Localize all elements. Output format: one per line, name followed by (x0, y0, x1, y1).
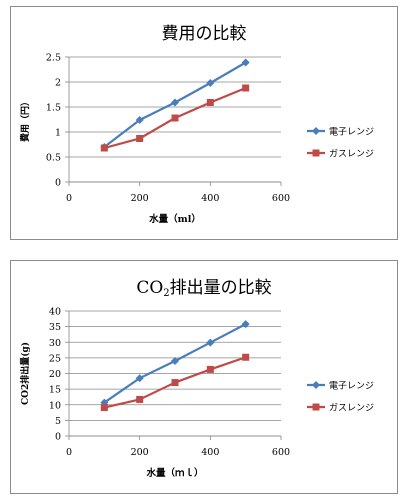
x-tick-label: 400 (201, 193, 219, 204)
y-tick-label: 2 (55, 78, 61, 89)
data-point-diamond (135, 374, 144, 383)
x-axis-title: 水量（ml） (149, 213, 201, 225)
data-point-square (136, 395, 144, 403)
y-tick-label: 35 (49, 322, 61, 333)
cost-chart-svg: 費用の比較 0 0.5 1 1.5 2 2.5 0 200 400 600 水量（ml） 費用（円） 電子… (19, 24, 374, 225)
legend-marker-diamond (312, 127, 320, 135)
legend-marker-diamond (312, 381, 320, 389)
x-tick-label: 400 (201, 447, 219, 458)
y-tick-label: 0 (55, 178, 61, 189)
x-tick-label: 600 (272, 193, 290, 204)
y-tick-label: 1 (55, 128, 61, 139)
data-point-square (206, 365, 214, 373)
legend-label: 電子レンジ (329, 381, 374, 392)
data-point-square (206, 99, 214, 106)
x-axis-title: 水量（ｍｌ） (146, 467, 203, 479)
chart-panel-cost: 費用の比較 0 0.5 1 1.5 2 2.5 0 200 400 600 水量（ml） 費用（円） 電子… (10, 6, 398, 240)
data-point-square (100, 404, 108, 412)
y-axis-title: 費用（円） (19, 97, 31, 142)
x-tick-label: 0 (66, 193, 72, 204)
data-point-square (171, 379, 179, 387)
legend-label: ガスレンジ (329, 403, 374, 414)
chart-title: 費用の比較 (162, 24, 247, 44)
x-tick-label: 600 (272, 447, 290, 458)
y-tick-label: 20 (49, 369, 61, 380)
data-point-diamond (241, 320, 250, 329)
x-tick-label: 0 (66, 447, 72, 458)
y-tick-label: 15 (49, 385, 61, 396)
legend-marker-square (312, 403, 320, 411)
data-point-square (171, 114, 179, 122)
legend-label: 電子レンジ (329, 127, 374, 138)
data-point-square (242, 84, 250, 92)
data-point-diamond (206, 79, 215, 87)
chart-title-suffix: 排出量の比較 (170, 278, 272, 298)
y-tick-label: 5 (55, 416, 61, 427)
y-tick-label: 0.5 (46, 153, 61, 164)
data-point-diamond (171, 98, 179, 107)
y-tick-label: 40 (49, 307, 61, 318)
x-tick-label: 200 (131, 193, 149, 204)
data-point-diamond (241, 58, 250, 67)
data-point-diamond (206, 338, 215, 347)
chart-title-main: CO (136, 278, 163, 298)
data-point-diamond (171, 357, 179, 365)
y-tick-label: 2.5 (46, 53, 61, 64)
data-point-square (242, 353, 250, 361)
chart-title-subscript: 2 (163, 288, 169, 299)
chart-panel-co2: CO2排出量の比較 0 5 10 15 20 25 30 35 40 0 200 400 600 水量（ｍｌ… (10, 260, 398, 494)
y-tick-label: 1.5 (46, 103, 61, 114)
y-axis-title: CO2排出量(g) (19, 342, 31, 405)
y-tick-label: 0 (55, 432, 61, 443)
data-point-square (100, 144, 108, 152)
data-point-square (136, 135, 144, 142)
data-point-diamond (135, 116, 144, 124)
legend-marker-square (312, 149, 320, 157)
y-tick-label: 10 (49, 400, 61, 411)
chart-title: CO2排出量の比較 (136, 278, 271, 299)
legend-label: ガスレンジ (329, 149, 374, 160)
y-tick-label: 30 (49, 338, 61, 349)
x-tick-label: 200 (131, 447, 149, 458)
y-tick-label: 25 (49, 353, 61, 364)
